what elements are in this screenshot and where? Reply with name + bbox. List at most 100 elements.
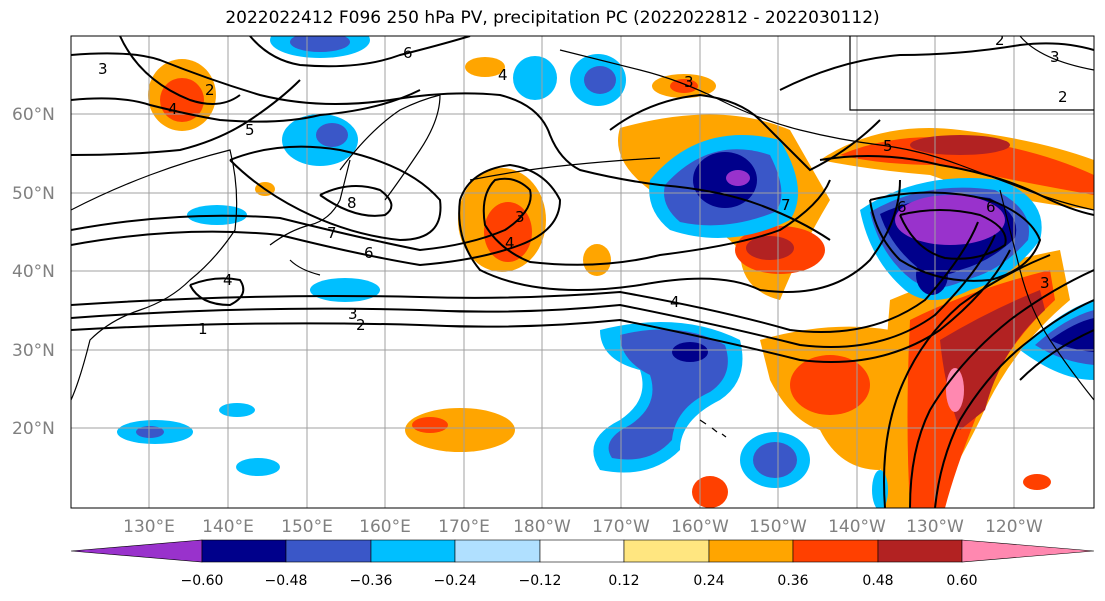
colorbar-segment	[201, 539, 287, 563]
lon-label: 120°W	[985, 517, 1043, 537]
lon-label: 140°E	[202, 517, 254, 537]
contour-label: 4	[670, 293, 680, 311]
pv-contour	[899, 209, 1007, 260]
shade-neg	[219, 403, 255, 417]
pv-contour	[71, 234, 996, 348]
map-panel: 3 2 4 5 6 4 3 8 7 6 3 4 4 3 2 1 6 7 5 6 …	[12, 31, 1095, 537]
lon-label: 150°W	[749, 517, 807, 537]
pv-contour	[883, 254, 1051, 508]
lon-label: 130°E	[123, 517, 175, 537]
contour-label: 2	[1058, 88, 1068, 106]
shade-pos	[840, 137, 1094, 195]
contour-label: 5	[245, 121, 255, 139]
lon-label: 140°W	[828, 517, 886, 537]
lon-label: 170°W	[592, 517, 650, 537]
shade-neg	[608, 329, 728, 460]
pv-contour	[71, 249, 1011, 363]
pv-contour	[319, 185, 393, 217]
lat-label: 30°N	[12, 341, 55, 361]
pv-contour	[71, 52, 831, 241]
contour-label: 8	[347, 194, 357, 212]
colorbar-tick-label: 0.48	[862, 573, 893, 589]
pv-contour	[869, 191, 1042, 282]
contour-label: 2	[995, 31, 1005, 49]
pv-contour	[249, 36, 471, 68]
colorbar-tick-label: −0.48	[265, 573, 308, 589]
pv-contour	[229, 145, 442, 242]
latitude-labels: 60°N 50°N 40°N 30°N 20°N	[12, 105, 55, 439]
lon-label: 170°E	[438, 517, 490, 537]
shade-neg	[753, 442, 797, 478]
lat-label: 20°N	[12, 419, 55, 439]
coastline-japan	[269, 159, 351, 276]
colorbar-arrow-high	[961, 539, 1095, 563]
contour-label: 3	[1050, 48, 1060, 66]
shade-pos	[583, 244, 611, 276]
colorbar-segment	[370, 539, 456, 563]
colorbar-segment	[285, 539, 372, 563]
colorbar-tick-label: −0.24	[434, 573, 477, 589]
lon-label: 150°E	[281, 517, 333, 537]
contour-label: 3	[98, 60, 108, 78]
lon-label: 160°E	[359, 517, 411, 537]
colorbar-segment	[792, 539, 879, 563]
shade-neg	[316, 123, 348, 147]
contour-label: 2	[356, 316, 366, 334]
shade-neg	[136, 426, 164, 438]
colorbar-tick-label: −0.36	[350, 573, 393, 589]
shade-pos	[790, 355, 870, 415]
shade-neg	[236, 458, 280, 476]
longitude-labels: 130°E 140°E 150°E 160°E 170°E 180°W 170°…	[123, 517, 1043, 537]
colorbar-tick-label: −0.60	[181, 573, 224, 589]
colorbar-segment	[454, 539, 541, 563]
lon-label: 130°W	[906, 517, 964, 537]
shade-neg	[693, 152, 757, 208]
contour-label: 7	[781, 196, 791, 214]
contour-label: 6	[403, 44, 413, 62]
pv-contours	[71, 36, 1094, 508]
shade-neg	[513, 56, 557, 100]
pv-contour	[71, 89, 421, 123]
shade-pos	[412, 417, 448, 433]
shade-pos	[465, 57, 505, 77]
shade-neg	[726, 170, 750, 186]
contour-label: 3	[1040, 274, 1050, 292]
shade-neg	[584, 66, 616, 94]
colorbar-segment	[708, 539, 794, 563]
shade-pos	[940, 290, 1045, 430]
coastline-hawaii	[699, 419, 727, 438]
colorbar-arrow-low	[70, 539, 203, 563]
contour-label: 7	[327, 224, 337, 242]
coastline-canada	[849, 36, 1094, 111]
shade-pos	[746, 236, 794, 260]
pv-contour	[819, 155, 1094, 216]
shade-neg	[310, 278, 380, 302]
pv-contour	[189, 277, 245, 307]
contour-label: 4	[223, 271, 233, 289]
pv-contour	[1019, 329, 1094, 381]
lat-label: 60°N	[12, 105, 55, 125]
contour-labels: 3 2 4 5 6 4 3 8 7 6 3 4 4 3 2 1 6 7 5 6 …	[98, 31, 1068, 338]
shade-neg	[895, 195, 1005, 245]
colorbar-tick-labels: −0.60 −0.48 −0.36 −0.24 −0.12 0.12 0.24 …	[181, 573, 978, 589]
colorbar-segments	[70, 539, 1095, 563]
pv-contour	[71, 79, 301, 156]
lat-label: 50°N	[12, 184, 55, 204]
contour-label: 6	[986, 198, 996, 216]
pv-contour	[934, 299, 1094, 508]
lat-label: 40°N	[12, 262, 55, 282]
shade-pos	[692, 476, 728, 508]
pv-contour	[71, 163, 901, 293]
colorbar-tick-label: −0.12	[519, 573, 562, 589]
shade-pos	[1023, 474, 1051, 490]
pv-contour	[909, 269, 1094, 508]
colorbar-tick-label: 0.60	[946, 573, 977, 589]
contour-label: 4	[168, 100, 178, 118]
colorbar-segment	[539, 539, 625, 563]
pv-contour	[119, 36, 241, 105]
shade-pos	[910, 135, 1010, 155]
contour-label: 6	[364, 244, 374, 262]
pv-contour	[609, 93, 881, 172]
shade-neg	[290, 36, 350, 52]
map-title: 2022022412 F096 250 hPa PV, precipitatio…	[225, 8, 880, 28]
